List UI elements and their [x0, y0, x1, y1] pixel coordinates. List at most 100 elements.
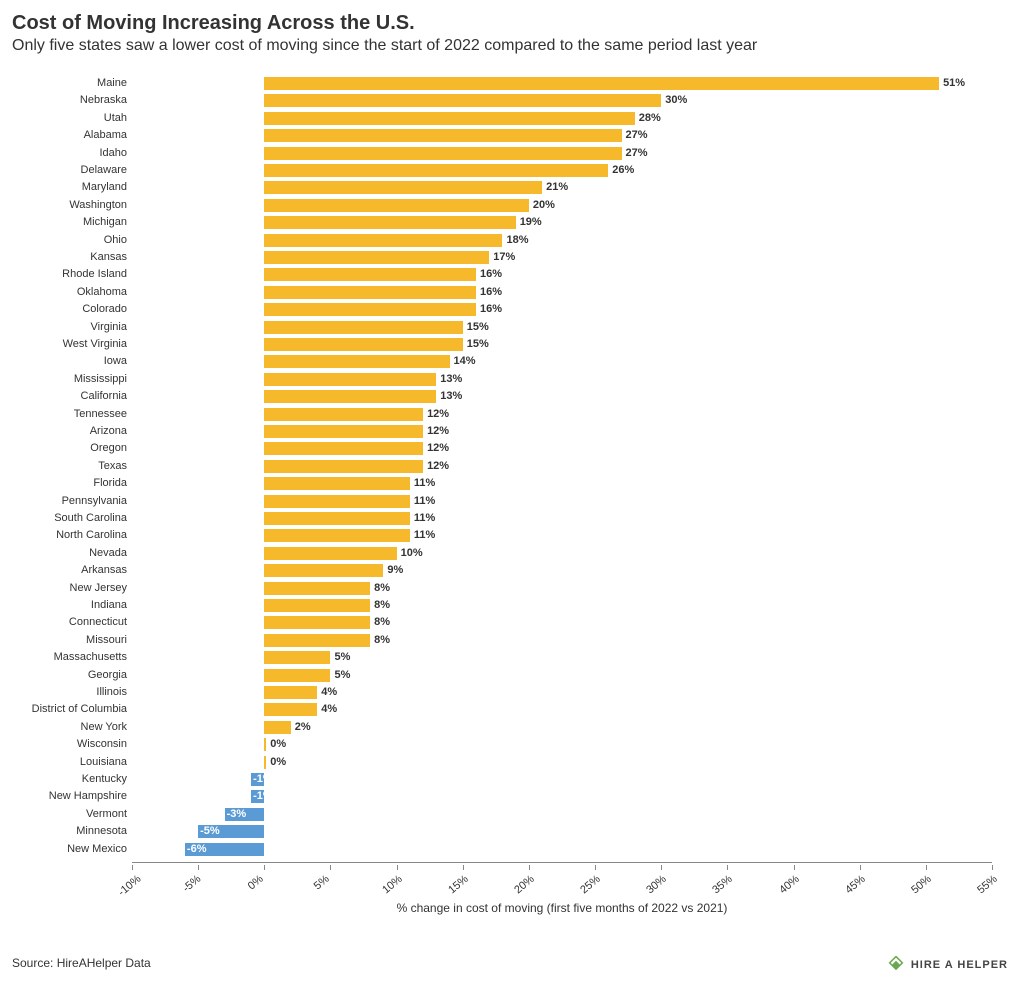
bar	[264, 477, 410, 490]
bar-value-label: -1%	[253, 773, 273, 786]
y-axis-label: Texas	[12, 458, 127, 475]
bar-value-label: 15%	[467, 338, 489, 351]
y-axis-label: Idaho	[12, 145, 127, 162]
bar	[264, 616, 370, 629]
bar-value-label: 51%	[943, 77, 965, 90]
bar-value-label: 28%	[639, 112, 661, 125]
bar	[264, 460, 423, 473]
y-axis-label: Connecticut	[12, 614, 127, 631]
x-tick-label: -10%	[116, 873, 143, 899]
bar-value-label: 0%	[270, 738, 286, 751]
bar-value-label: 2%	[295, 721, 311, 734]
y-axis-label: Florida	[12, 475, 127, 492]
bar	[264, 216, 515, 229]
y-axis-label: Nevada	[12, 545, 127, 562]
x-tick-label: 0%	[246, 873, 266, 892]
bar	[264, 147, 621, 160]
bar	[264, 77, 939, 90]
bar-value-label: 11%	[414, 529, 435, 542]
y-axis-label: West Virginia	[12, 336, 127, 353]
y-axis-label: Georgia	[12, 667, 127, 684]
y-axis-label: Alabama	[12, 127, 127, 144]
y-axis-label: Vermont	[12, 806, 127, 823]
bar-value-label: 12%	[427, 460, 449, 473]
bar	[264, 251, 489, 264]
y-axis-label: Tennessee	[12, 406, 127, 423]
y-axis-label: Virginia	[12, 319, 127, 336]
bar	[264, 112, 634, 125]
bar-value-label: 11%	[414, 477, 435, 490]
x-tick-label: 40%	[777, 873, 802, 896]
bar-value-label: 4%	[321, 703, 337, 716]
y-axis-label: District of Columbia	[12, 701, 127, 718]
y-axis-label: Kentucky	[12, 771, 127, 788]
bar-value-label: 5%	[334, 669, 350, 682]
y-axis-label: Ohio	[12, 232, 127, 249]
bar	[264, 303, 476, 316]
bar-value-label: 15%	[467, 321, 489, 334]
y-axis-label: Nebraska	[12, 92, 127, 109]
source-text: Source: HireAHelper Data	[12, 956, 151, 970]
bar-value-label: 13%	[440, 373, 462, 386]
bar	[264, 721, 290, 734]
y-axis-label: Oregon	[12, 440, 127, 457]
plot-area: Maine51%Nebraska30%Utah28%Alabama27%Idah…	[132, 75, 992, 865]
bar-value-label: 9%	[387, 564, 403, 577]
y-axis-label: Delaware	[12, 162, 127, 179]
bar-value-label: 30%	[665, 94, 687, 107]
bar	[264, 164, 608, 177]
bar-value-label: 19%	[520, 216, 542, 229]
y-axis-label: Arizona	[12, 423, 127, 440]
x-tick-label: 50%	[909, 873, 934, 896]
bar	[264, 634, 370, 647]
x-tick-label: 30%	[644, 873, 669, 896]
x-tick-label: 10%	[380, 873, 405, 896]
y-axis-label: Arkansas	[12, 562, 127, 579]
bar-value-label: 17%	[493, 251, 515, 264]
bar	[264, 338, 462, 351]
logo-text: HIRE A HELPER	[911, 959, 1008, 971]
bar	[264, 321, 462, 334]
y-axis-label: Minnesota	[12, 823, 127, 840]
bar	[264, 512, 410, 525]
x-axis-title: % change in cost of moving (first five m…	[132, 901, 992, 915]
bar	[264, 181, 542, 194]
bar-value-label: 12%	[427, 425, 449, 438]
y-axis-label: Kansas	[12, 249, 127, 266]
y-axis-label: Maine	[12, 75, 127, 92]
bar	[264, 199, 529, 212]
y-axis-label: Colorado	[12, 301, 127, 318]
bar	[264, 686, 317, 699]
y-axis-label: Rhode Island	[12, 266, 127, 283]
bar	[264, 547, 396, 560]
bar	[264, 234, 502, 247]
chart-subtitle: Only five states saw a lower cost of mov…	[12, 37, 1008, 55]
bar-value-label: 4%	[321, 686, 337, 699]
x-tick-label: 55%	[975, 873, 1000, 896]
bar	[264, 390, 436, 403]
y-axis-label: Washington	[12, 197, 127, 214]
bar-value-label: 27%	[626, 129, 648, 142]
bar-value-label: 8%	[374, 634, 390, 647]
bar-value-label: 14%	[454, 355, 476, 368]
y-axis-label: Maryland	[12, 179, 127, 196]
y-axis-label: Wisconsin	[12, 736, 127, 753]
bar	[264, 529, 410, 542]
bar	[264, 651, 330, 664]
bar-value-label: -1%	[253, 790, 273, 803]
y-axis-label: Michigan	[12, 214, 127, 231]
bar	[264, 738, 266, 751]
bar	[264, 564, 383, 577]
y-axis-label: New Jersey	[12, 580, 127, 597]
bar	[264, 129, 621, 142]
bar	[264, 703, 317, 716]
bar-value-label: 8%	[374, 599, 390, 612]
bar-value-label: 16%	[480, 286, 502, 299]
bar-value-label: 10%	[401, 547, 423, 560]
x-tick-label: -5%	[181, 873, 204, 895]
y-axis-label: Louisiana	[12, 754, 127, 771]
chart-title: Cost of Moving Increasing Across the U.S…	[12, 12, 1008, 35]
x-tick-label: 5%	[312, 873, 332, 892]
y-axis-label: New Hampshire	[12, 788, 127, 805]
bar-value-label: 21%	[546, 181, 568, 194]
